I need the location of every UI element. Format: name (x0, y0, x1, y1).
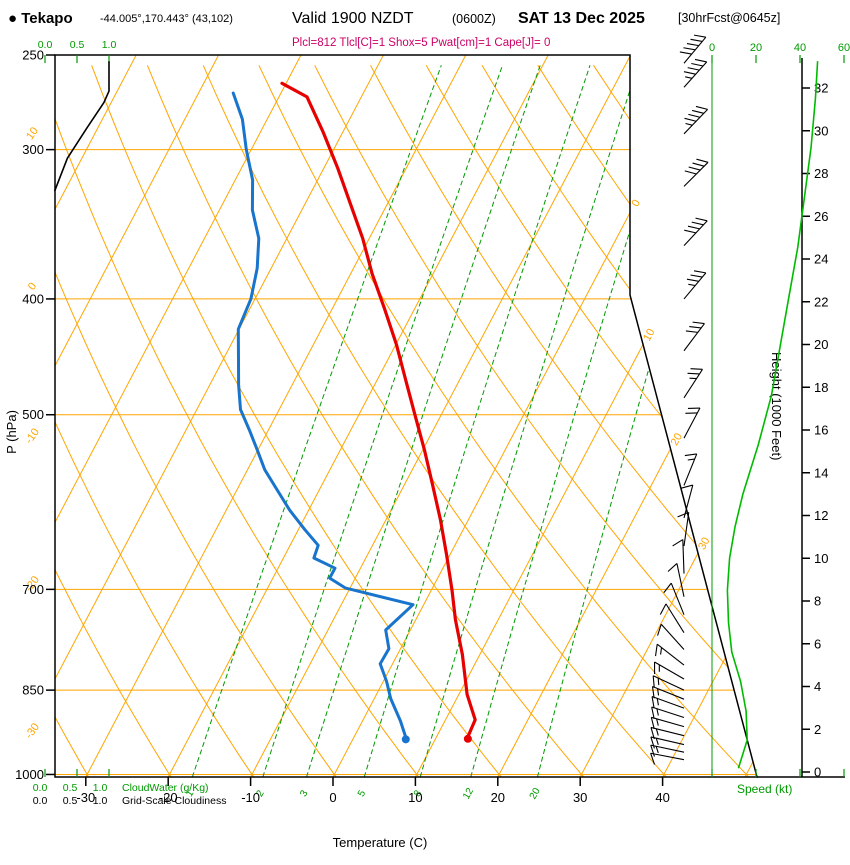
svg-text:8: 8 (814, 594, 821, 609)
svg-text:14: 14 (814, 465, 828, 480)
svg-text:28: 28 (814, 166, 828, 181)
svg-text:40: 40 (655, 790, 669, 805)
svg-text:6: 6 (814, 636, 821, 651)
svg-text:24: 24 (814, 252, 828, 267)
svg-text:20: 20 (669, 431, 685, 447)
svg-text:12: 12 (814, 508, 828, 523)
svg-text:-10: -10 (23, 426, 42, 446)
svg-text:22: 22 (814, 294, 828, 309)
svg-text:20: 20 (750, 42, 762, 54)
svg-text:-10: -10 (241, 790, 260, 805)
surface-temperature-dot (464, 735, 472, 743)
svg-text:10: 10 (814, 551, 828, 566)
svg-text:1000: 1000 (15, 767, 44, 782)
svg-text:1.0: 1.0 (93, 795, 108, 807)
svg-text:26: 26 (814, 209, 828, 224)
svg-text:0.0: 0.0 (38, 39, 53, 51)
svg-text:0.5: 0.5 (70, 39, 85, 51)
svg-text:60: 60 (838, 42, 850, 54)
speed-axis-label: Speed (kt) (737, 782, 792, 796)
svg-text:12: 12 (461, 786, 476, 802)
svg-text:0: 0 (630, 198, 643, 209)
svg-text:400: 400 (22, 291, 44, 306)
svg-text:2: 2 (814, 722, 821, 737)
svg-text:20: 20 (491, 790, 505, 805)
pressure-axis-label: P (hPa) (4, 410, 19, 454)
svg-text:5: 5 (356, 788, 369, 799)
svg-text:10: 10 (641, 327, 657, 343)
valid-zulu: (0600Z) (452, 12, 496, 26)
valid-date: SAT 13 Dec 2025 (518, 10, 645, 27)
svg-text:1.0: 1.0 (93, 782, 108, 794)
svg-text:30: 30 (814, 123, 828, 138)
svg-text:0.5: 0.5 (63, 782, 78, 794)
svg-text:30: 30 (573, 790, 587, 805)
svg-text:30: 30 (696, 536, 712, 552)
svg-text:10: 10 (24, 125, 41, 142)
valid-time: Valid 1900 NZDT (292, 10, 414, 27)
svg-text:20: 20 (528, 786, 543, 802)
cloud-fraction-profile (55, 61, 109, 191)
svg-text:1.0: 1.0 (102, 39, 117, 51)
svg-text:18: 18 (814, 380, 828, 395)
skewt-grid (0, 55, 850, 777)
stability-indices: Plcl=812 Tlcl[C]=1 Shox=5 Pwat[cm]=1 Cap… (292, 37, 550, 49)
plot-border (55, 55, 845, 777)
wind-barbs (651, 35, 708, 764)
svg-text:0.5: 0.5 (63, 795, 78, 807)
svg-text:700: 700 (22, 582, 44, 597)
svg-text:4: 4 (814, 679, 821, 694)
svg-text:10: 10 (408, 790, 422, 805)
svg-text:300: 300 (22, 142, 44, 157)
svg-text:0.0: 0.0 (33, 795, 48, 807)
surface-dewpoint-dot (402, 735, 410, 743)
temp-axis-label: Temperature (C) (333, 835, 428, 850)
svg-text:-20: -20 (159, 790, 178, 805)
svg-text:0: 0 (814, 765, 821, 780)
svg-text:0.0: 0.0 (33, 782, 48, 794)
station-coords: -44.005°,170.443° (43,102) (100, 13, 233, 25)
svg-text:500: 500 (22, 407, 44, 422)
station-name: ● Tekapo (8, 10, 73, 27)
temperature-trace (282, 83, 475, 737)
svg-text:850: 850 (22, 683, 44, 698)
svg-text:0: 0 (709, 42, 715, 54)
svg-text:-30: -30 (23, 721, 42, 741)
forecast-ref: [30hrFcst@0645z] (678, 11, 780, 25)
svg-text:20: 20 (814, 337, 828, 352)
svg-text:40: 40 (794, 42, 806, 54)
svg-text:16: 16 (814, 423, 828, 438)
svg-text:3: 3 (298, 788, 311, 799)
svg-text:0: 0 (329, 790, 336, 805)
